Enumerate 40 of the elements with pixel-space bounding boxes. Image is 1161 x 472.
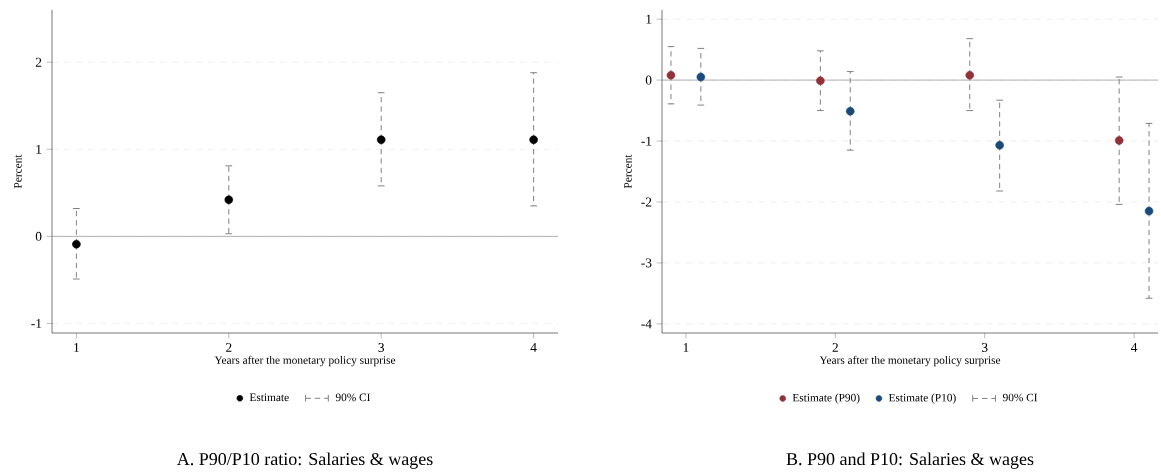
point bbox=[696, 72, 706, 82]
point bbox=[816, 76, 825, 85]
y-tick-label: 1 bbox=[646, 14, 652, 24]
text: A. P90/P10 ratio: Salaries & wages bbox=[176, 452, 433, 469]
point bbox=[965, 70, 975, 80]
x-tick-label: 3 bbox=[378, 343, 385, 352]
y-axis-title: Percent bbox=[624, 154, 632, 189]
x-tick-label: 3 bbox=[982, 343, 988, 352]
x-axis-title: Years after the monetary policy surprise bbox=[214, 355, 396, 367]
point bbox=[376, 135, 386, 144]
x-tick-label: 2 bbox=[226, 343, 232, 352]
legend-label: Estimate bbox=[249, 393, 289, 402]
y-axis-title: Percent bbox=[14, 154, 22, 189]
point bbox=[529, 135, 538, 144]
x-tick-label: 2 bbox=[832, 343, 838, 352]
point bbox=[224, 195, 234, 205]
x-tick-label: 1 bbox=[683, 343, 689, 352]
point bbox=[666, 70, 676, 80]
text: B. P90 and P10: Salaries & wages bbox=[786, 452, 1034, 469]
y-tick-label: -1 bbox=[641, 136, 652, 146]
x-tick-label: 1 bbox=[74, 343, 79, 352]
legend-label: Estimate (P10) bbox=[888, 393, 956, 404]
text: 90% CI bbox=[1002, 393, 1038, 402]
y-tick-label: 0 bbox=[645, 75, 652, 85]
point bbox=[995, 141, 1004, 150]
x-axis-title: Years after the monetary policy surprise bbox=[819, 355, 1001, 367]
point bbox=[72, 239, 81, 249]
text: 90% CI bbox=[335, 393, 370, 402]
x-tick-label: 4 bbox=[530, 343, 537, 352]
legend-label: Estimate (P90) bbox=[792, 393, 860, 404]
x-tick-label: 4 bbox=[1131, 343, 1138, 352]
y-tick-label: -1 bbox=[31, 319, 42, 328]
point bbox=[1114, 136, 1124, 145]
y-tick-label: -4 bbox=[641, 319, 652, 329]
y-tick-label: 1 bbox=[36, 144, 42, 154]
y-tick-label: 0 bbox=[35, 231, 42, 241]
y-tick-label: -3 bbox=[641, 258, 652, 268]
point bbox=[845, 106, 855, 116]
y-tick-label: -2 bbox=[641, 197, 652, 207]
y-tick-label: 2 bbox=[35, 57, 42, 67]
